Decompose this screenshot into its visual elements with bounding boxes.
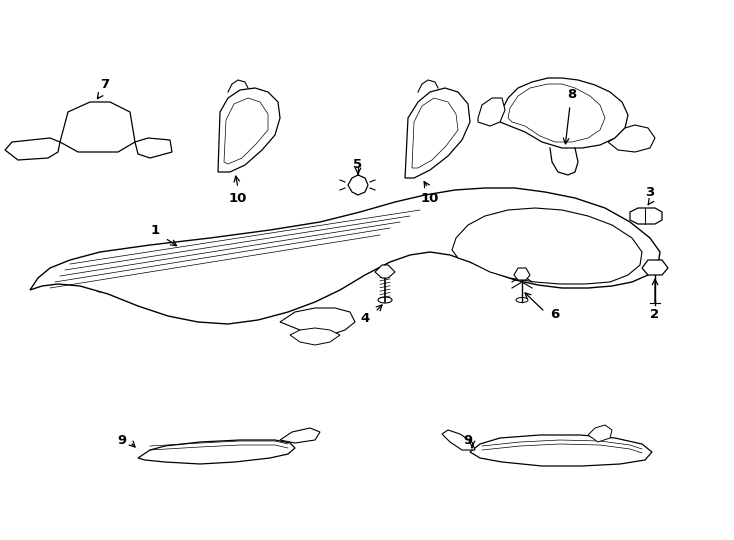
Polygon shape: [375, 265, 395, 278]
Polygon shape: [30, 188, 660, 324]
Polygon shape: [514, 268, 530, 280]
Polygon shape: [508, 84, 605, 142]
Text: 8: 8: [567, 89, 577, 102]
Polygon shape: [412, 98, 458, 168]
Text: 9: 9: [463, 434, 473, 447]
Text: 1: 1: [150, 224, 159, 237]
Text: 4: 4: [360, 312, 370, 325]
Text: 7: 7: [101, 78, 109, 91]
Polygon shape: [290, 328, 340, 345]
Polygon shape: [135, 138, 172, 158]
Text: 9: 9: [117, 434, 126, 447]
Ellipse shape: [378, 297, 392, 303]
Polygon shape: [478, 98, 505, 126]
Polygon shape: [348, 175, 368, 195]
Text: 5: 5: [354, 159, 363, 172]
Text: 3: 3: [645, 186, 655, 199]
Text: 10: 10: [421, 192, 439, 205]
Ellipse shape: [516, 298, 528, 302]
Polygon shape: [630, 208, 662, 224]
Polygon shape: [608, 125, 655, 152]
Polygon shape: [442, 430, 475, 450]
Polygon shape: [218, 88, 280, 172]
Polygon shape: [280, 308, 355, 335]
Polygon shape: [405, 88, 470, 178]
Polygon shape: [500, 78, 628, 148]
Polygon shape: [470, 435, 652, 466]
Polygon shape: [5, 138, 60, 160]
Polygon shape: [588, 425, 612, 442]
Text: 10: 10: [229, 192, 247, 205]
Polygon shape: [642, 260, 668, 275]
Polygon shape: [60, 102, 135, 152]
Polygon shape: [280, 428, 320, 443]
Text: 2: 2: [650, 308, 660, 321]
Polygon shape: [452, 208, 642, 284]
Polygon shape: [138, 440, 295, 464]
Text: 6: 6: [550, 308, 559, 321]
Polygon shape: [224, 98, 268, 164]
